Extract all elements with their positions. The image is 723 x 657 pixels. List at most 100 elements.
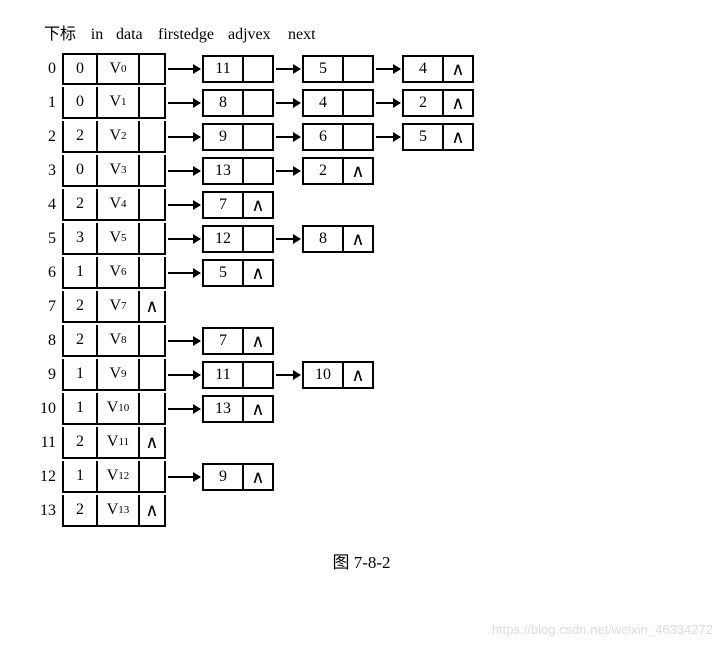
row-index: 7 <box>20 298 62 316</box>
vertex-row: 00V01154∧ <box>20 52 703 86</box>
adjacency-list: 00V01154∧10V1842∧22V2965∧30V3132∧42V47∧5… <box>20 52 703 528</box>
vertex-data-cell: V9 <box>96 359 138 391</box>
in-degree-cell: 0 <box>62 53 96 85</box>
edge-node: 8 <box>202 89 274 117</box>
adjvex-cell: 2 <box>404 91 444 115</box>
edge-node: 11 <box>202 361 274 389</box>
firstedge-cell: ∧ <box>138 427 166 459</box>
adjvex-cell: 11 <box>204 57 244 81</box>
arrow-icon <box>274 52 302 86</box>
in-degree-cell: 1 <box>62 359 96 391</box>
row-index: 6 <box>20 264 62 282</box>
next-cell: ∧ <box>244 261 272 285</box>
row-index: 4 <box>20 196 62 214</box>
header-next: next <box>288 26 316 44</box>
vertex-data-cell: V8 <box>96 325 138 357</box>
edge-node: 5 <box>302 55 374 83</box>
column-headers: 下标 in data firstedge adjvex next <box>20 20 703 44</box>
arrow-icon <box>166 460 202 494</box>
vertex-data-cell: V11 <box>96 427 138 459</box>
arrow-icon <box>274 86 302 120</box>
next-cell: ∧ <box>444 91 472 115</box>
vertex-data-cell: V5 <box>96 223 138 255</box>
arrow-icon <box>166 86 202 120</box>
row-index: 1 <box>20 94 62 112</box>
in-degree-cell: 2 <box>62 427 96 459</box>
firstedge-cell <box>138 87 166 119</box>
arrow-icon <box>166 358 202 392</box>
adjvex-cell: 9 <box>204 125 244 149</box>
vertex-row: 132V13∧ <box>20 494 703 528</box>
next-cell <box>344 91 372 115</box>
vertex-row: 22V2965∧ <box>20 120 703 154</box>
vertex-row: 121V129∧ <box>20 460 703 494</box>
row-index: 0 <box>20 60 62 78</box>
edge-node: 2∧ <box>302 157 374 185</box>
vertex-data-cell: V10 <box>96 393 138 425</box>
arrow-icon <box>374 120 402 154</box>
vertex-data-cell: V13 <box>96 495 138 527</box>
firstedge-cell: ∧ <box>138 291 166 323</box>
figure-caption: 图 7-8-2 <box>20 548 703 573</box>
next-cell <box>244 159 272 183</box>
adjvex-cell: 8 <box>204 91 244 115</box>
arrow-icon <box>166 256 202 290</box>
next-cell <box>344 57 372 81</box>
header-data: data <box>114 26 158 44</box>
edge-node: 13∧ <box>202 395 274 423</box>
firstedge-cell <box>138 393 166 425</box>
in-degree-cell: 1 <box>62 461 96 493</box>
firstedge-cell <box>138 461 166 493</box>
adjvex-cell: 10 <box>304 363 344 387</box>
edge-node: 12 <box>202 225 274 253</box>
vertex-data-cell: V1 <box>96 87 138 119</box>
next-cell: ∧ <box>344 363 372 387</box>
arrow-icon <box>274 120 302 154</box>
row-index: 10 <box>20 400 62 418</box>
adjvex-cell: 6 <box>304 125 344 149</box>
arrow-icon <box>274 358 302 392</box>
adjvex-cell: 8 <box>304 227 344 251</box>
firstedge-cell <box>138 325 166 357</box>
adjvex-cell: 13 <box>204 397 244 421</box>
edge-node: 11 <box>202 55 274 83</box>
arrow-icon <box>166 392 202 426</box>
next-cell <box>244 91 272 115</box>
vertex-row: 112V11∧ <box>20 426 703 460</box>
firstedge-cell <box>138 223 166 255</box>
edge-node: 7∧ <box>202 327 274 355</box>
vertex-row: 30V3132∧ <box>20 154 703 188</box>
next-cell <box>244 125 272 149</box>
vertex-row: 61V65∧ <box>20 256 703 290</box>
vertex-row: 91V91110∧ <box>20 358 703 392</box>
edge-node: 5∧ <box>402 123 474 151</box>
vertex-row: 10V1842∧ <box>20 86 703 120</box>
next-cell: ∧ <box>244 397 272 421</box>
vertex-data-cell: V12 <box>96 461 138 493</box>
vertex-data-cell: V6 <box>96 257 138 289</box>
firstedge-cell <box>138 189 166 221</box>
adjvex-cell: 5 <box>404 125 444 149</box>
vertex-data-cell: V2 <box>96 121 138 153</box>
adjvex-cell: 13 <box>204 159 244 183</box>
in-degree-cell: 1 <box>62 393 96 425</box>
row-index: 3 <box>20 162 62 180</box>
next-cell: ∧ <box>444 57 472 81</box>
row-index: 5 <box>20 230 62 248</box>
vertex-row: 72V7∧ <box>20 290 703 324</box>
firstedge-cell <box>138 121 166 153</box>
adjvex-cell: 4 <box>404 57 444 81</box>
arrow-icon <box>166 120 202 154</box>
next-cell: ∧ <box>344 227 372 251</box>
in-degree-cell: 2 <box>62 291 96 323</box>
watermark-text: https://blog.csdn.net/weixin_46334272 <box>492 622 713 637</box>
header-subscript: 下标 <box>20 20 80 44</box>
row-index: 11 <box>20 434 62 452</box>
firstedge-cell: ∧ <box>138 495 166 527</box>
arrow-icon <box>274 154 302 188</box>
in-degree-cell: 1 <box>62 257 96 289</box>
arrow-icon <box>374 52 402 86</box>
arrow-icon <box>166 154 202 188</box>
in-degree-cell: 2 <box>62 495 96 527</box>
in-degree-cell: 0 <box>62 87 96 119</box>
